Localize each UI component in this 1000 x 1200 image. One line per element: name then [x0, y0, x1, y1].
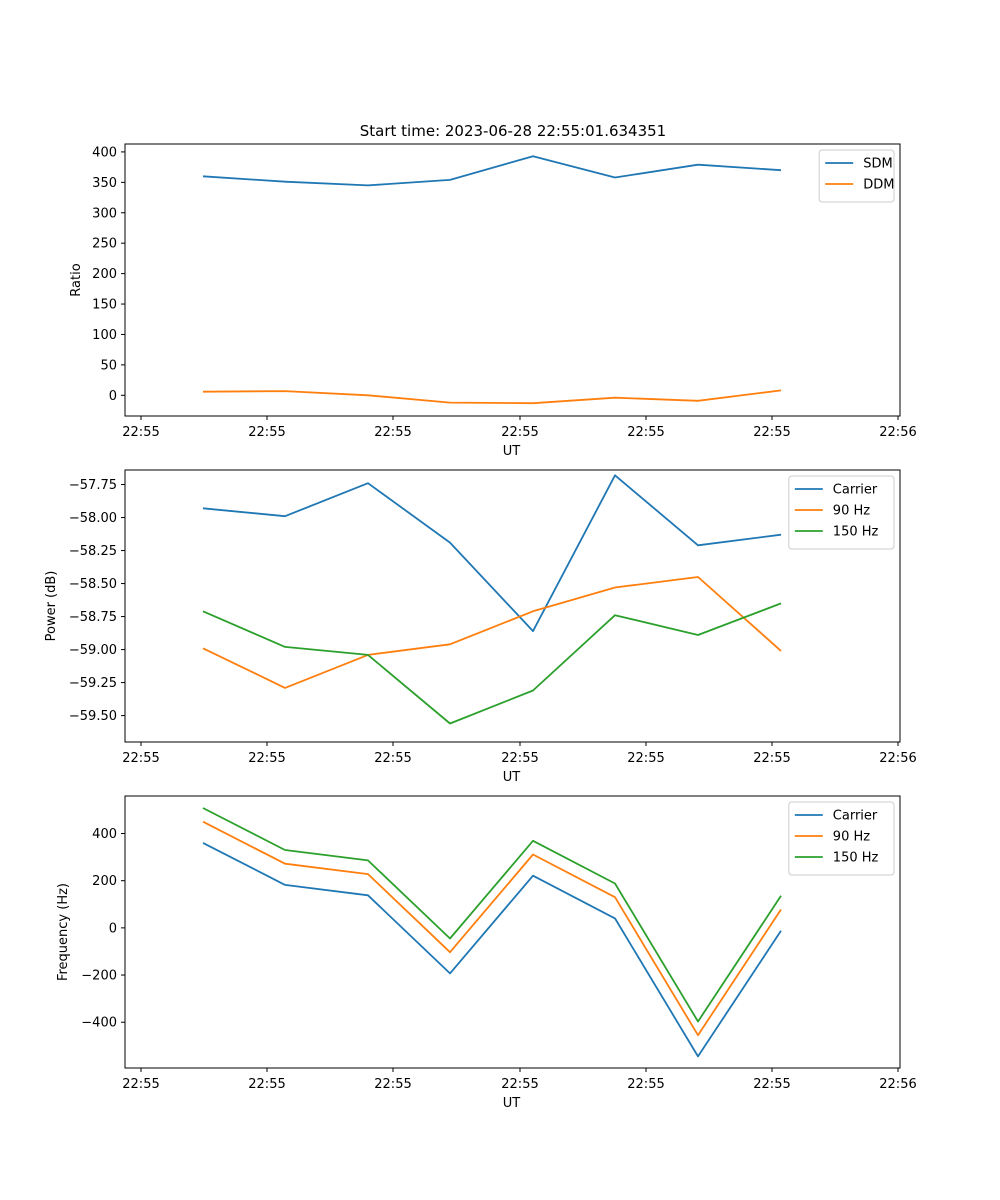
legend-label: Carrier: [833, 809, 878, 824]
x-tick-label: 22:55: [374, 425, 411, 440]
x-tick-label: 22:55: [501, 1077, 538, 1092]
y-tick-label: 0: [109, 389, 117, 404]
x-tick-label: 22:55: [248, 751, 285, 766]
y-tick-label: 350: [92, 176, 117, 191]
x-tick-label: 22:55: [122, 751, 159, 766]
y-tick-label: 200: [92, 267, 117, 282]
x-tick-label: 22:56: [879, 751, 916, 766]
legend-label: 90 Hz: [833, 830, 870, 845]
y-tick-label: 50: [100, 358, 117, 373]
x-axis-label: UT: [503, 1096, 521, 1111]
series-line-90-hz: [202, 576, 782, 689]
x-tick-label: 22:56: [879, 1077, 916, 1092]
series-line-90-hz: [202, 820, 782, 1037]
x-tick-label: 22:55: [627, 425, 664, 440]
legend: Carrier 90 Hz 150 Hz: [788, 801, 895, 876]
plot-area-frame: [124, 143, 901, 417]
legend-label: 90 Hz: [833, 504, 870, 519]
y-tick-label: 200: [92, 874, 117, 889]
legend-label: 150 Hz: [833, 525, 879, 540]
legend-label: SDM: [863, 157, 892, 172]
y-tick-label: −200: [81, 969, 117, 984]
y-axis-label: Frequency (Hz): [56, 883, 71, 981]
x-axis-label: UT: [503, 444, 521, 459]
x-tick-label: 22:55: [753, 751, 790, 766]
series-line-ddm: [202, 389, 782, 405]
y-tick-label: 250: [92, 237, 117, 252]
y-tick-label: −58.50: [69, 577, 117, 592]
figure-title: Start time: 2023-06-28 22:55:01.634351: [360, 122, 666, 140]
y-tick-label: 150: [92, 298, 117, 313]
plot-area-frame: [124, 795, 901, 1069]
chart-panel-2: −59.50 −59.25 −59.00 −58.75 −58.50 −58.25 −58.…: [44, 469, 917, 785]
x-tick-label: 22:55: [374, 751, 411, 766]
x-tick-label: 22:55: [501, 751, 538, 766]
chart-panel-3: −400 −200 0 200 400 22:55 22:55 22:55 22:55 22:55…: [56, 795, 917, 1111]
x-tick-label: 22:55: [627, 751, 664, 766]
legend: SDM DDM: [818, 149, 895, 203]
y-tick-label: 400: [92, 145, 117, 160]
y-tick-label: −57.75: [69, 478, 117, 493]
x-tick-label: 22:55: [753, 1077, 790, 1092]
y-tick-label: 300: [92, 206, 117, 221]
y-axis-label: Ratio: [69, 263, 84, 296]
x-tick-label: 22:55: [374, 1077, 411, 1092]
series-line-sdm: [202, 155, 782, 187]
y-tick-label: −59.50: [69, 709, 117, 724]
legend: Carrier 90 Hz 150 Hz: [788, 475, 895, 550]
y-tick-label: −58.00: [69, 511, 117, 526]
y-tick-label: −58.25: [69, 544, 117, 559]
series-line-carrier: [202, 842, 782, 1058]
x-tick-label: 22:55: [501, 425, 538, 440]
x-tick-label: 22:56: [879, 425, 916, 440]
legend-label: 150 Hz: [833, 851, 879, 866]
x-tick-label: 22:55: [627, 1077, 664, 1092]
y-tick-label: −58.75: [69, 610, 117, 625]
plot-area-frame: [124, 469, 901, 743]
series-line-carrier: [202, 474, 782, 632]
x-axis-label: UT: [503, 770, 521, 785]
series-line-150-hz: [202, 807, 782, 1023]
x-tick-label: 22:55: [122, 1077, 159, 1092]
x-tick-label: 22:55: [248, 1077, 285, 1092]
y-tick-label: 400: [92, 827, 117, 842]
y-tick-label: −400: [81, 1016, 117, 1031]
x-tick-label: 22:55: [122, 425, 159, 440]
x-tick-label: 22:55: [753, 425, 790, 440]
chart-panel-1: 0 50 100 150 200 250 300 350 400 22:55 22:55 22:55 2…: [69, 143, 917, 459]
legend-label: DDM: [863, 178, 894, 193]
y-axis-label: Power (dB): [44, 571, 59, 642]
panels: 0 50 100 150 200 250 300 350 400 22:55 22:55 22:55 2…: [44, 143, 917, 1111]
y-tick-label: 100: [92, 328, 117, 343]
y-tick-label: −59.25: [69, 676, 117, 691]
legend-label: Carrier: [833, 483, 878, 498]
y-tick-label: 0: [109, 921, 117, 936]
y-tick-label: −59.00: [69, 643, 117, 658]
series-line-150-hz: [202, 602, 782, 725]
x-tick-label: 22:55: [248, 425, 285, 440]
